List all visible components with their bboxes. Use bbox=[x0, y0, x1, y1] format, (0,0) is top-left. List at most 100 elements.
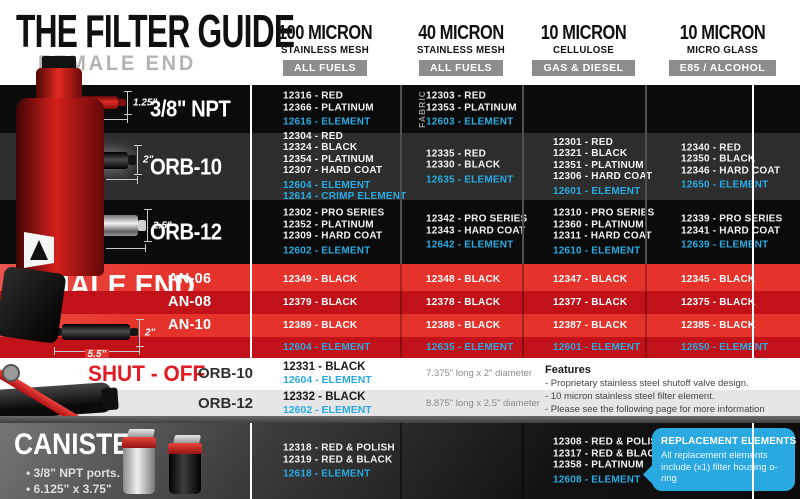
part-cell: 12331 - BLACK 12604 - ELEMENT bbox=[283, 361, 372, 386]
column-divider bbox=[400, 264, 402, 358]
part-numbers: 12335 - RED 12330 - BLACK bbox=[426, 147, 501, 171]
part-number: 12349 - BLACK bbox=[283, 274, 358, 285]
length-dimension: 5.5" bbox=[54, 347, 140, 360]
table-row-an08: AN-08 12379 - BLACK 12378 - BLACK 12377 … bbox=[0, 291, 800, 314]
part-numbers: 12308 - RED & POLISH 12317 - RED & BLACK 1… bbox=[553, 436, 665, 471]
part-cell: 12332 - BLACK 12602 - ELEMENT bbox=[283, 391, 372, 416]
table-row-shutoff-orb12-bg bbox=[0, 390, 800, 416]
chrome-filter-image bbox=[50, 215, 146, 236]
column-header-10-micron-cellulose: 10 MICRON CELLULOSE GAS & DIESEL bbox=[522, 22, 645, 76]
size-note: 7.375" long x 2" diameter bbox=[426, 368, 533, 379]
table-row-an06: AN-06 12349 - BLACK 12348 - BLACK 12347 … bbox=[0, 268, 800, 291]
part-number: 12332 - BLACK bbox=[283, 391, 366, 403]
element-numbers: 12602 - ELEMENT bbox=[283, 245, 371, 256]
length-dimension: 5.5" bbox=[50, 175, 138, 189]
element-numbers: 12608 - ELEMENT bbox=[553, 474, 641, 485]
element-numbers: 12639 - ELEMENT bbox=[681, 239, 769, 251]
shutoff-valve-image bbox=[0, 364, 124, 426]
element-numbers: 12650 - ELEMENT bbox=[681, 179, 769, 191]
media-type: STAINLESS MESH bbox=[417, 44, 505, 56]
part-number: 12385 - BLACK bbox=[681, 320, 756, 331]
part-number: 12345 - BLACK bbox=[681, 274, 756, 285]
element-numbers: 12603 - ELEMENT bbox=[426, 116, 514, 128]
canister-section: CANISTER • 3/8" NPT ports. • 6.125" x 3.7… bbox=[0, 423, 800, 499]
section-label-shutoff: SHUT - OFF bbox=[88, 361, 206, 386]
micron-rating: 10 MICRON bbox=[540, 22, 627, 44]
size-note: 8.875" long x 2.5" diameter bbox=[426, 398, 540, 409]
element-number: 12602 - ELEMENT bbox=[283, 404, 372, 416]
right-edge-divider bbox=[752, 423, 754, 499]
row-label: ORB-10 bbox=[150, 153, 222, 179]
canister-specs: • 3/8" NPT ports. • 6.125" x 3.75" bbox=[26, 466, 120, 496]
part-number: 12388 - BLACK bbox=[426, 320, 501, 331]
column-header-10-micron-micro-glass: 10 MICRON MICRO GLASS E85 / ALCOHOL bbox=[645, 22, 800, 76]
column-divider bbox=[400, 423, 402, 499]
features-title: Features bbox=[545, 364, 591, 376]
section-label-female-end: FEMALE END bbox=[38, 52, 197, 75]
part-number: 12378 - BLACK bbox=[426, 297, 501, 308]
shutoff-section: SHUT - OFF ORB-10 ORB-12 12331 - BLACK 1… bbox=[0, 358, 800, 426]
part-number: 12347 - BLACK bbox=[553, 274, 628, 285]
fuel-badge: ALL FUELS bbox=[418, 60, 504, 76]
diameter-dimension: 2" bbox=[136, 319, 155, 347]
column-divider bbox=[522, 85, 524, 264]
part-number: 12375 - BLACK bbox=[681, 297, 756, 308]
row-label: ORB-12 bbox=[150, 218, 222, 245]
label-column-divider bbox=[250, 85, 252, 358]
page-title: THE FILTER GUIDE bbox=[16, 6, 295, 58]
micron-rating: 40 MICRON bbox=[418, 22, 504, 44]
fuel-badge: E85 / ALCOHOL bbox=[668, 60, 777, 76]
element-numbers: 12642 - ELEMENT bbox=[426, 239, 514, 251]
part-numbers: 12302 - PRO SERIES 12352 - PLATINUM 12309 … bbox=[283, 207, 385, 242]
part-cell: 12335 - RED 12330 - BLACK 12635 - ELEMENT bbox=[426, 148, 513, 186]
element-numbers: 12601 - ELEMENT bbox=[553, 185, 641, 197]
part-cell: 12301 - RED 12321 - BLACK 12351 - PLATINUM… bbox=[553, 136, 652, 197]
row-label: ORB-12 bbox=[198, 395, 254, 412]
features-block: Features - Proprietary stainless steel s… bbox=[545, 363, 765, 416]
element-numbers: 12604 - ELEMENT 12614 - CRIMP ELEMENT bbox=[283, 179, 407, 203]
column-header-100-micron: 100 MICRON STAINLESS MESH ALL FUELS bbox=[250, 22, 400, 76]
replacement-elements-callout: REPLACEMENT ELEMENTS All replacement ele… bbox=[652, 428, 797, 491]
column-divider bbox=[645, 85, 647, 264]
part-cell: 12310 - PRO SERIES 12360 - PLATINUM 12311 … bbox=[553, 208, 654, 257]
black-filter-image bbox=[54, 324, 138, 340]
part-number: 12348 - BLACK bbox=[426, 274, 501, 285]
element-numbers: 12635 - ELEMENT bbox=[426, 173, 514, 185]
part-number: 12389 - BLACK bbox=[283, 320, 358, 331]
element-numbers: 12616 - ELEMENT bbox=[283, 116, 371, 128]
part-cell: 12308 - RED & POLISH 12317 - RED & BLACK 1… bbox=[553, 437, 665, 486]
right-edge-divider bbox=[752, 85, 754, 358]
male-end-section: MALE END AN-06 12349 - BLACK 12348 - BLA… bbox=[0, 264, 800, 360]
part-cell: 12340 - RED 12350 - BLACK 12346 - HARD COA… bbox=[681, 142, 780, 191]
element-number: 12604 - ELEMENT bbox=[283, 374, 372, 386]
element-number: 12635 - ELEMENT bbox=[426, 342, 514, 353]
callout-title: REPLACEMENT ELEMENTS bbox=[661, 435, 797, 447]
part-cell: 12342 - PRO SERIES 12343 - HARD COAT 1264… bbox=[426, 213, 527, 251]
part-cell: 12303 - RED 12353 - PLATINUM 12603 - ELEM… bbox=[426, 90, 517, 128]
micron-rating: 10 MICRON bbox=[679, 22, 766, 44]
section-divider-bar bbox=[0, 416, 800, 423]
diameter-dimension: 2.5" bbox=[144, 209, 172, 242]
fuel-badge: GAS & DIESEL bbox=[532, 60, 635, 76]
part-numbers: 12316 - RED 12366 - PLATINUM bbox=[283, 90, 374, 113]
part-number: 12377 - BLACK bbox=[553, 297, 628, 308]
part-numbers: 12339 - PRO SERIES 12341 - HARD COAT bbox=[681, 213, 783, 236]
part-numbers: 12303 - RED 12353 - PLATINUM bbox=[426, 90, 517, 113]
callout-body: All replacement elements include (x1) fi… bbox=[661, 450, 778, 484]
column-divider bbox=[400, 85, 402, 264]
column-divider bbox=[522, 264, 524, 358]
part-numbers: 12301 - RED 12321 - BLACK 12351 - PLATINUM… bbox=[553, 136, 653, 182]
black-filter-image bbox=[50, 151, 136, 169]
part-numbers: 12318 - RED & POLISH 12319 - RED & BLACK bbox=[283, 442, 395, 465]
filter-diagram-orb12: 2.5" 7" bbox=[48, 207, 172, 257]
diameter-dimension: 2" bbox=[134, 144, 153, 175]
filter-diagram-orb10: 2" 5.5" bbox=[48, 143, 153, 191]
column-divider bbox=[645, 264, 647, 358]
part-numbers: 12342 - PRO SERIES 12343 - HARD COAT bbox=[426, 213, 528, 236]
diameter-dimension: 1.25" bbox=[124, 91, 157, 115]
red-filter-image bbox=[50, 96, 126, 109]
label-column-divider bbox=[250, 423, 252, 499]
row-label: AN-08 bbox=[168, 294, 212, 310]
element-number: 12601 - ELEMENT bbox=[553, 342, 641, 353]
